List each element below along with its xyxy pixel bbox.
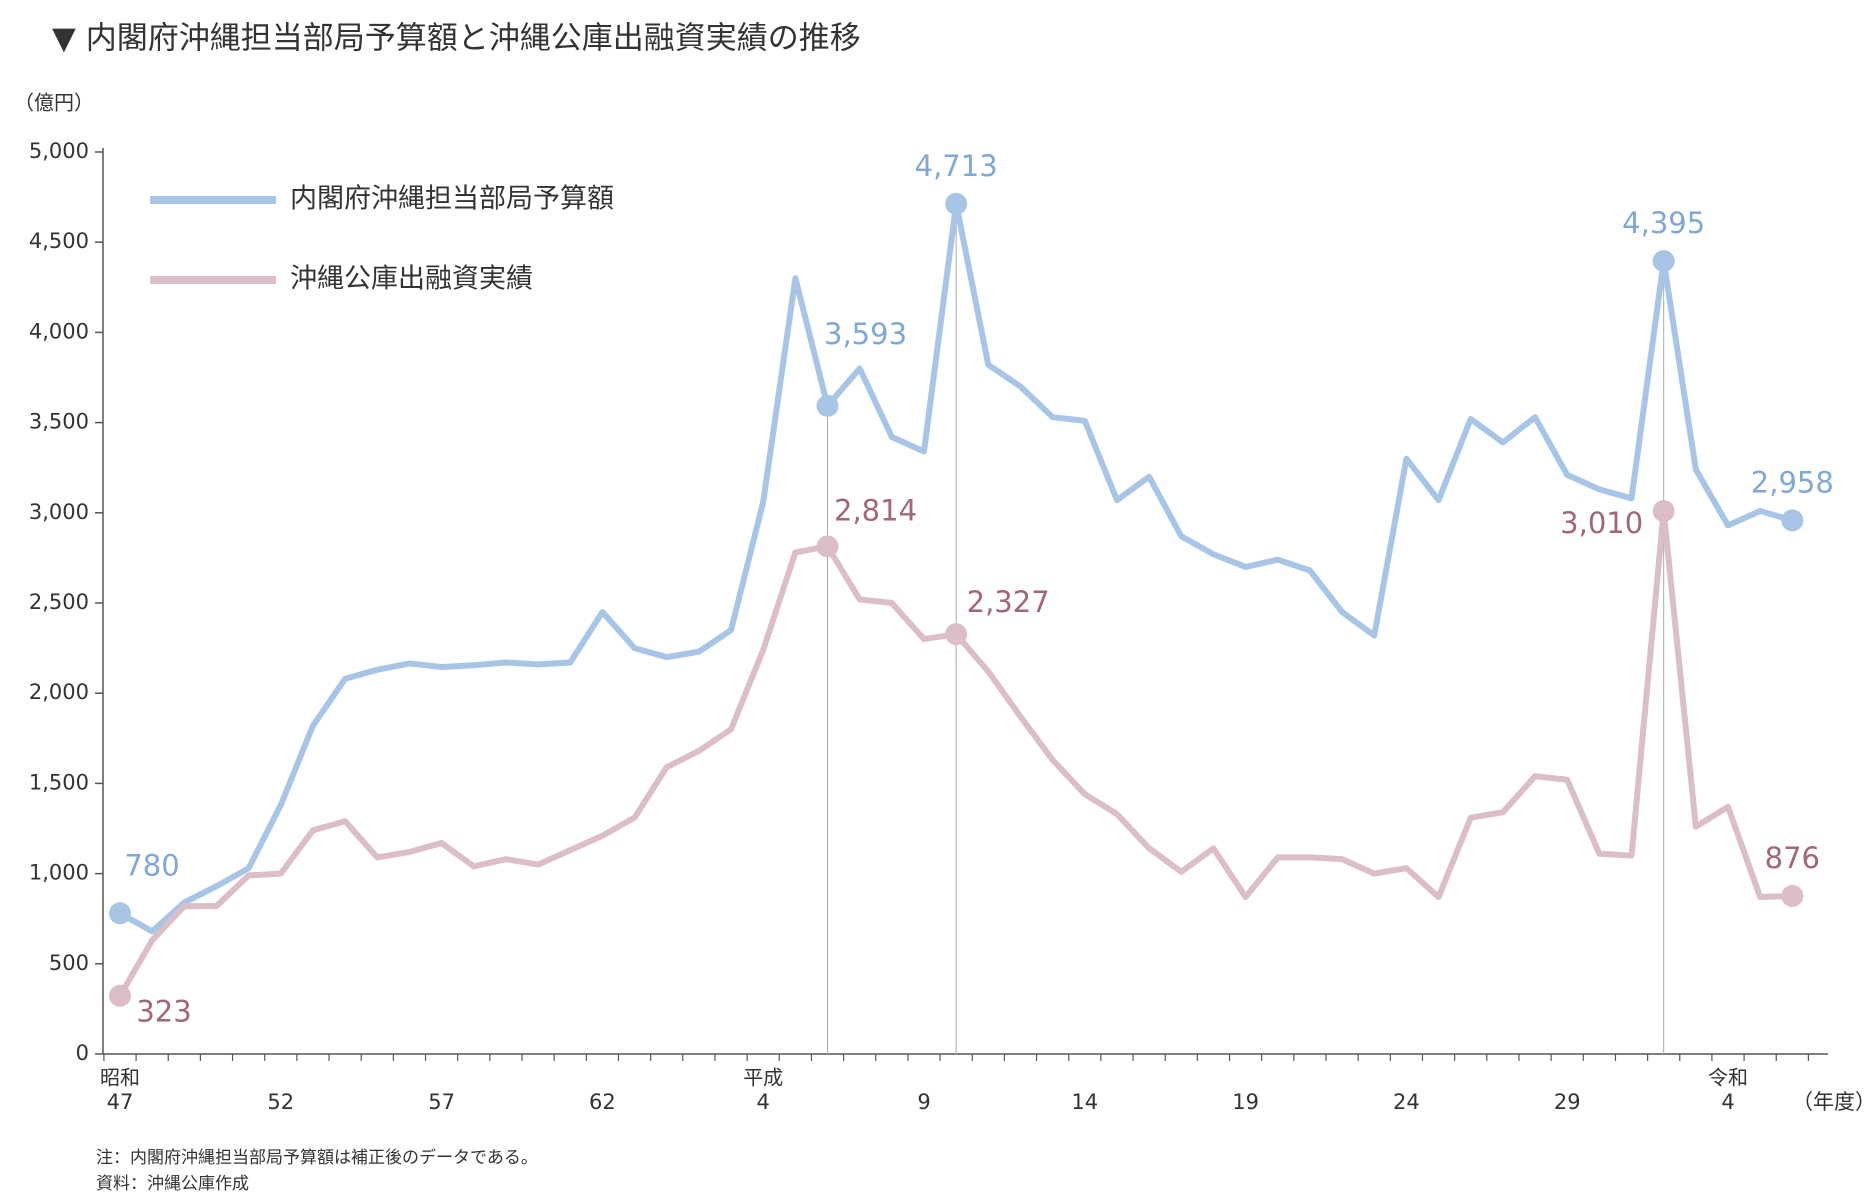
legend-label: 内閣府沖縄担当部局予算額 [290, 184, 614, 215]
chart-title: ▼ 内閣府沖縄担当部局予算額と沖縄公庫出融資実績の推移 [52, 21, 861, 57]
x-tick-label: 9 [917, 1090, 930, 1114]
x-tick-label: 47 [107, 1090, 134, 1114]
x-tick-label: 52 [267, 1090, 294, 1114]
y-tick-label: 500 [49, 951, 89, 975]
data-point [109, 902, 131, 925]
data-point [816, 394, 839, 417]
data-point [1652, 250, 1675, 273]
y-tick-label: 4,000 [29, 319, 89, 343]
y-tick-label: 1,500 [29, 770, 89, 794]
x-tick-label: 19 [1232, 1090, 1259, 1114]
x-tick-label: 4 [757, 1090, 770, 1114]
x-tick-label: 24 [1393, 1090, 1420, 1114]
x-tick-label: 4 [1721, 1090, 1734, 1114]
x-tick-label: 62 [589, 1090, 616, 1114]
note: 資料：沖縄公庫作成 [96, 1174, 249, 1194]
y-tick-label: 5,000 [29, 139, 89, 163]
y-tick-label: 2,000 [29, 680, 89, 704]
y-tick-label: 3,000 [29, 500, 89, 524]
data-point [816, 535, 839, 558]
y-tick-label: 1,000 [29, 861, 89, 885]
y-tick-label: 3,500 [29, 410, 89, 434]
y-tick-label: 4,500 [29, 229, 89, 253]
data-point [945, 192, 968, 215]
data-label: 876 [1765, 841, 1820, 875]
data-point [109, 984, 131, 1007]
data-label: 4,395 [1622, 206, 1705, 240]
data-label: 2,958 [1751, 465, 1834, 499]
data-label: 2,814 [834, 493, 917, 527]
legend-label: 沖縄公庫出融資実績 [290, 264, 533, 295]
y-tick-label: 0 [76, 1041, 89, 1065]
x-era-label: 昭和 [100, 1066, 140, 1090]
data-label: 780 [124, 848, 179, 882]
note: 注：内閣府沖縄担当部局予算額は補正後のデータである。 [96, 1147, 538, 1168]
data-label: 3,010 [1560, 506, 1643, 540]
data-label: 2,327 [967, 585, 1050, 619]
x-axis-label: （年度） [1792, 1090, 1870, 1114]
x-tick-label: 57 [428, 1090, 455, 1114]
x-tick-label: 14 [1071, 1090, 1098, 1114]
y-axis-label: （億円） [14, 91, 94, 115]
x-era-label: 令和 [1708, 1066, 1748, 1090]
data-label: 4,713 [915, 149, 998, 183]
data-point [945, 623, 968, 646]
data-point [1781, 884, 1804, 907]
data-point [1781, 509, 1804, 532]
data-label: 323 [136, 995, 191, 1029]
x-era-label: 平成 [743, 1066, 783, 1090]
data-label: 3,593 [824, 317, 907, 351]
y-tick-label: 2,500 [29, 590, 89, 614]
x-tick-label: 29 [1554, 1090, 1581, 1114]
data-point [1652, 499, 1675, 522]
